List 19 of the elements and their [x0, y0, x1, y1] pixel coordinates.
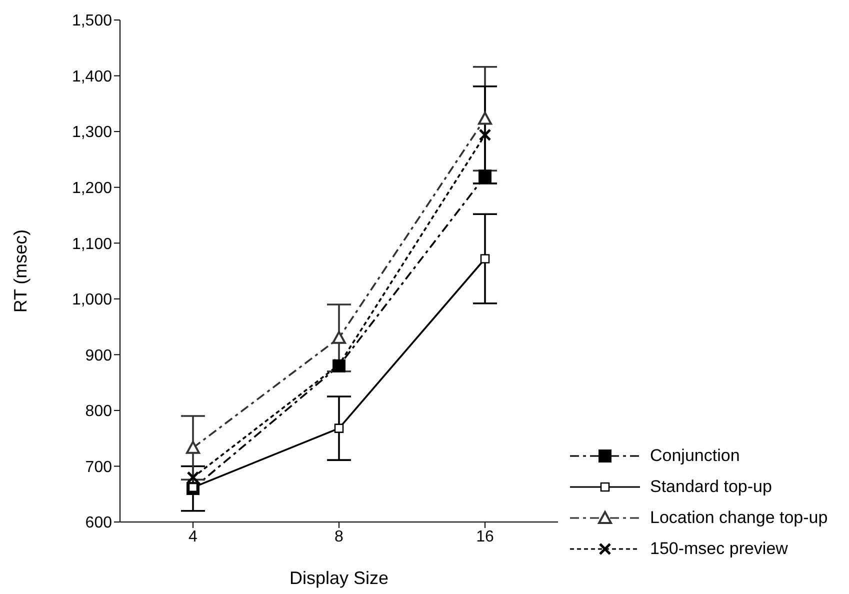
legend-label: 150-msec preview [650, 538, 788, 558]
x-tick-label: 4 [188, 528, 198, 546]
y-tick-label: 1,300 [72, 124, 112, 142]
y-tick-label: 1,200 [72, 180, 112, 198]
y-tick-label: 800 [85, 403, 112, 420]
y-axis-title: RT (msec) [10, 229, 30, 313]
y-tick-label: 1,100 [72, 236, 112, 253]
x-axis-title: Display Size [289, 568, 389, 588]
y-tick-label: 1,500 [72, 12, 112, 30]
y-tick-label: 600 [85, 514, 112, 532]
legend-label: Standard top-up [650, 476, 772, 496]
legend-label: Conjunction [650, 446, 740, 466]
x-tick-label: 8 [334, 528, 344, 546]
y-tick-label: 700 [85, 458, 112, 476]
y-tick-label: 1,400 [72, 68, 112, 86]
legend-label: Location change top-up [650, 508, 828, 528]
y-tick-label: 900 [85, 347, 112, 364]
y-tick-label: 1,000 [72, 292, 112, 309]
x-tick-label: 16 [476, 528, 494, 546]
